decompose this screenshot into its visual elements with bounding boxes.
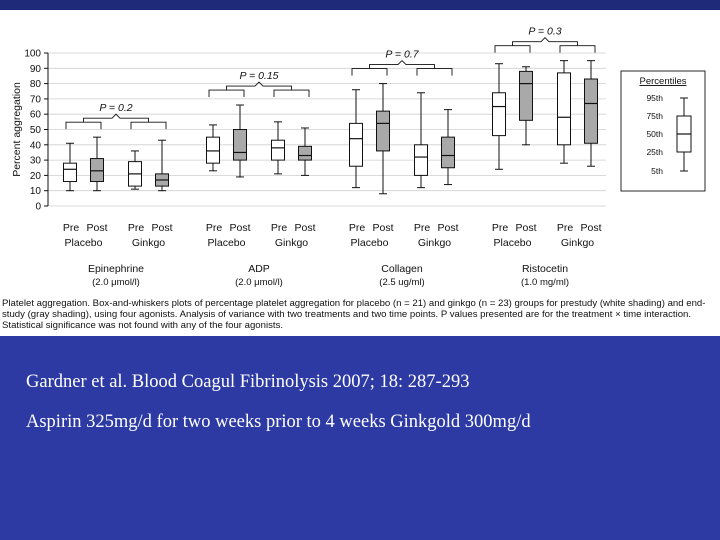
time-label: Post (372, 222, 393, 234)
agonist-label: ADP (248, 263, 270, 275)
time-label: Post (151, 222, 172, 234)
treatment-label: Placebo (208, 237, 246, 249)
time-label: Post (515, 222, 536, 234)
box-iqr (519, 70, 533, 121)
treatment-label: Ginkgo (132, 237, 165, 249)
p-value-label: P = 0.7 (385, 49, 419, 61)
y-tick-label: 0 (35, 202, 41, 213)
agonist-concentration: (2.5 ug/ml) (379, 277, 424, 288)
legend-entry-label: 5th (651, 166, 663, 176)
y-axis-title: Percent aggregation (11, 82, 23, 177)
legend-title: Percentiles (640, 76, 687, 87)
box-iqr (349, 122, 363, 167)
box-iqr (206, 136, 220, 164)
citation-reference: Gardner et al. Blood Coagul Fibrinolysis… (26, 372, 470, 392)
time-label: Post (86, 222, 107, 234)
time-label: Pre (206, 222, 223, 234)
agonist-label: Ristocetin (522, 263, 568, 275)
y-tick-label: 40 (30, 140, 42, 151)
p-value-bracket (351, 59, 453, 76)
y-tick-label: 90 (30, 64, 42, 75)
legend-entry-label: 75th (646, 111, 663, 121)
box-iqr (271, 139, 285, 161)
y-tick-label: 80 (30, 79, 42, 90)
y-tick-label: 30 (30, 156, 42, 167)
time-label: Pre (128, 222, 145, 234)
agonist-concentration: (2.0 μmol/l) (92, 277, 140, 288)
p-value-bracket (65, 113, 167, 130)
time-label: Post (294, 222, 315, 234)
box-iqr (584, 78, 598, 144)
time-label: Post (437, 222, 458, 234)
agonist-concentration: (1.0 mg/ml) (521, 277, 569, 288)
treatment-label: Placebo (494, 237, 532, 249)
figure-panel: 0 10 20 30 40 50 60 70 80 90 100 Percent aggregatio… (0, 10, 720, 336)
y-tick-label: 20 (30, 171, 42, 182)
time-label: Post (229, 222, 250, 234)
legend-entry-label: 25th (646, 147, 663, 157)
legend-entry-label: 50th (646, 129, 663, 139)
box-iqr (63, 162, 77, 183)
p-value-bracket (208, 81, 310, 98)
treatment-label: Ginkgo (561, 237, 594, 249)
box-iqr (557, 72, 571, 146)
y-tick-label: 100 (24, 49, 41, 60)
box-iqr (414, 144, 428, 176)
boxplot-chart: 0 10 20 30 40 50 60 70 80 90 100 Percent aggregatio… (11, 26, 706, 288)
time-label: Pre (557, 222, 574, 234)
time-label: Pre (271, 222, 288, 234)
y-tick-label: 70 (30, 94, 42, 105)
time-label: Pre (349, 222, 366, 234)
treatment-label: Placebo (65, 237, 103, 249)
p-value-label: P = 0.15 (239, 70, 278, 82)
box-iqr (90, 158, 104, 183)
legend-entry-label: 95th (646, 93, 663, 103)
treatment-label: Ginkgo (418, 237, 451, 249)
p-value-bracket (494, 37, 596, 53)
citation-dosing: Aspirin 325mg/d for two weeks prior to 4… (26, 412, 531, 432)
treatment-label: Ginkgo (275, 237, 308, 249)
box-iqr (441, 136, 455, 169)
agonist-label: Collagen (381, 263, 423, 275)
top-band (0, 0, 720, 10)
treatment-label: Placebo (351, 237, 389, 249)
box-iqr (376, 110, 390, 152)
y-tick-label: 60 (30, 110, 42, 121)
time-label: Pre (492, 222, 509, 234)
box-iqr (492, 92, 506, 137)
p-value-label: P = 0.2 (99, 102, 132, 114)
p-value-label: P = 0.3 (528, 26, 561, 38)
figure-caption: Platelet aggregation. Box-and-whiskers p… (2, 298, 706, 331)
agonist-label: Epinephrine (88, 263, 144, 275)
y-tick-label: 10 (30, 186, 42, 197)
box-iqr (298, 145, 312, 161)
time-label: Pre (63, 222, 80, 234)
time-label: Pre (414, 222, 431, 234)
y-tick-label: 50 (30, 125, 42, 136)
legend-box (620, 70, 706, 192)
time-label: Post (580, 222, 601, 234)
agonist-concentration: (2.0 μmol/l) (235, 277, 283, 288)
box-iqr (233, 129, 247, 161)
